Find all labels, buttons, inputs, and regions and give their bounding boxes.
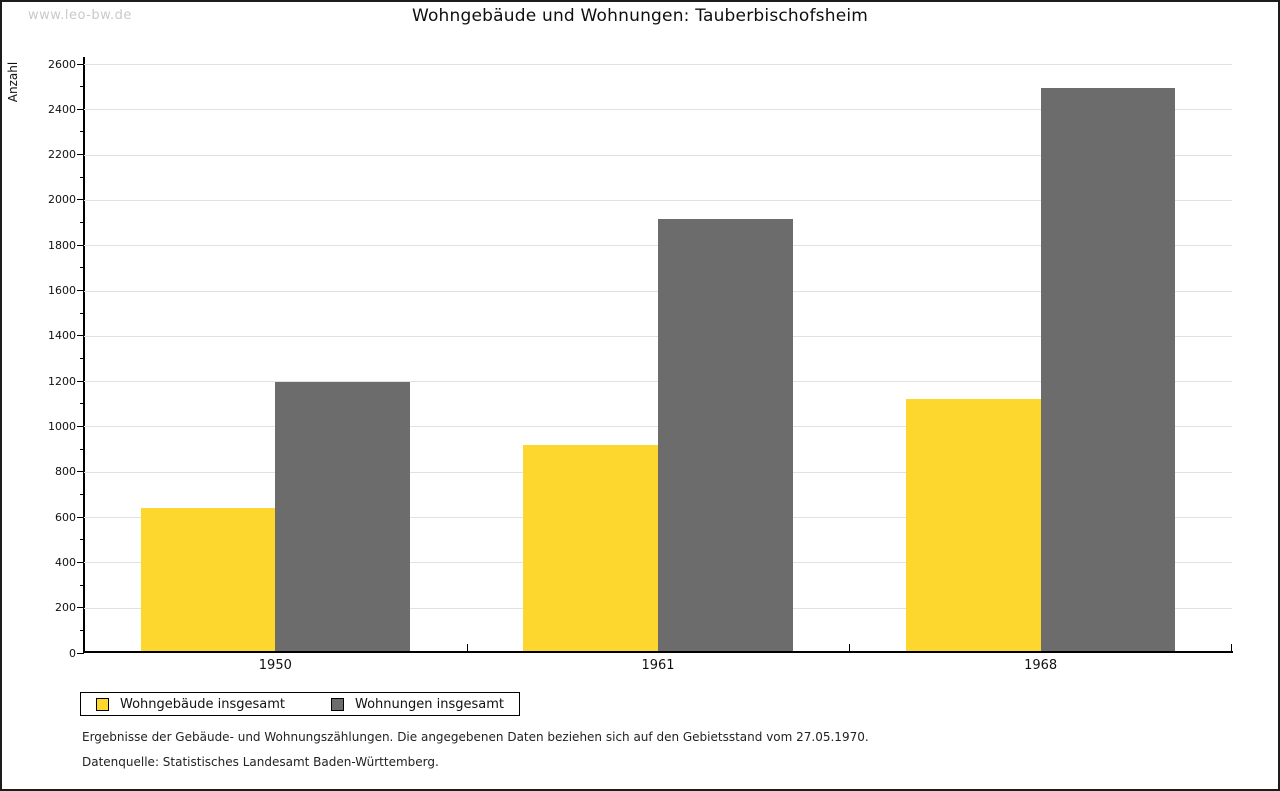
plot-area <box>84 64 1232 653</box>
gridline-2400 <box>84 109 1232 111</box>
y-minor-tick-1100 <box>80 403 84 405</box>
bar-wohngeb-ude-insgesamt-1950 <box>140 507 276 653</box>
y-minor-tick-300 <box>80 584 84 586</box>
y-axis-line <box>83 57 85 653</box>
y-tick-label-2000: 2000 <box>48 193 76 207</box>
legend-item-wohngeb-ude-insgesamt: Wohngebäude insgesamt <box>96 697 285 712</box>
y-tick-label-400: 400 <box>55 555 76 569</box>
y-minor-tick-2100 <box>80 176 84 178</box>
y-tick-label-600: 600 <box>55 510 76 524</box>
y-major-tick-1600 <box>77 290 84 292</box>
y-major-tick-2600 <box>77 63 84 65</box>
watermark-text: www.leo-bw.de <box>28 8 132 23</box>
x-axis-end-tick <box>1231 644 1232 651</box>
y-major-tick-2200 <box>77 154 84 156</box>
bar-wohnungen-insgesamt-1950 <box>275 382 410 653</box>
y-tick-label-1000: 1000 <box>48 419 76 433</box>
y-minor-tick-500 <box>80 539 84 541</box>
legend-label-wohnungen-insgesamt: Wohnungen insgesamt <box>355 696 504 712</box>
y-major-tick-2400 <box>77 108 84 110</box>
y-minor-tick-1500 <box>80 312 84 314</box>
y-tick-label-1800: 1800 <box>48 238 76 252</box>
y-major-tick-200 <box>77 607 84 609</box>
legend-swatch-wohnungen-insgesamt <box>331 697 344 711</box>
y-major-tick-600 <box>77 516 84 518</box>
y-tick-label-1400: 1400 <box>48 329 76 343</box>
x-boundary-tick-1 <box>466 644 468 651</box>
x-axis-line <box>83 651 1233 653</box>
legend-swatch-wohngeb-ude-insgesamt <box>96 697 109 711</box>
bar-wohnungen-insgesamt-1961 <box>658 219 793 653</box>
legend-label-wohngeb-ude-insgesamt: Wohngebäude insgesamt <box>120 696 285 712</box>
y-minor-tick-1900 <box>80 222 84 224</box>
y-major-tick-1400 <box>77 335 84 337</box>
y-major-tick-400 <box>77 561 84 563</box>
y-axis-title: Anzahl <box>6 61 20 103</box>
legend: Wohngebäude insgesamt Wohnungen insgesamt <box>80 692 520 716</box>
y-tick-label-800: 800 <box>55 465 76 479</box>
x-category-label-1961: 1961 <box>641 658 675 673</box>
bar-wohnungen-insgesamt-1968 <box>1040 88 1176 653</box>
y-major-tick-1000 <box>77 425 84 427</box>
y-minor-tick-100 <box>80 629 84 631</box>
x-category-label-1968: 1968 <box>1024 658 1058 673</box>
y-tick-label-2600: 2600 <box>48 57 76 71</box>
y-major-tick-2000 <box>77 199 84 201</box>
y-tick-label-2400: 2400 <box>48 102 76 116</box>
y-minor-tick-1700 <box>80 267 84 269</box>
y-tick-label-1600: 1600 <box>48 284 76 298</box>
footnote-source-note: Ergebnisse der Gebäude- und Wohnungszähl… <box>82 730 869 744</box>
y-major-tick-1800 <box>77 244 84 246</box>
gridline-2600 <box>84 64 1232 65</box>
gridline-2200 <box>84 154 1232 156</box>
y-minor-tick-2300 <box>80 131 84 133</box>
y-minor-tick-2500 <box>80 86 84 88</box>
x-boundary-tick-2 <box>849 644 851 651</box>
gridline-2000 <box>84 199 1232 201</box>
y-minor-tick-900 <box>80 448 84 450</box>
footnote-data-source: Datenquelle: Statistisches Landesamt Bad… <box>82 755 439 769</box>
y-tick-label-2200: 2200 <box>48 148 76 162</box>
chart-title: Wohngebäude und Wohnungen: Tauberbischof… <box>411 6 869 26</box>
x-category-label-1950: 1950 <box>258 658 292 673</box>
legend-item-wohnungen-insgesamt: Wohnungen insgesamt <box>331 697 504 712</box>
y-major-tick-800 <box>77 471 84 473</box>
y-tick-label-200: 200 <box>55 601 76 615</box>
y-tick-label-0: 0 <box>69 646 76 660</box>
y-major-tick-0 <box>77 652 84 654</box>
bar-wohngeb-ude-insgesamt-1961 <box>523 445 658 653</box>
y-minor-tick-1300 <box>80 358 84 359</box>
bar-wohngeb-ude-insgesamt-1968 <box>906 398 1041 653</box>
y-tick-label-1200: 1200 <box>48 374 76 388</box>
y-major-tick-1200 <box>77 380 84 382</box>
y-minor-tick-700 <box>80 493 84 495</box>
